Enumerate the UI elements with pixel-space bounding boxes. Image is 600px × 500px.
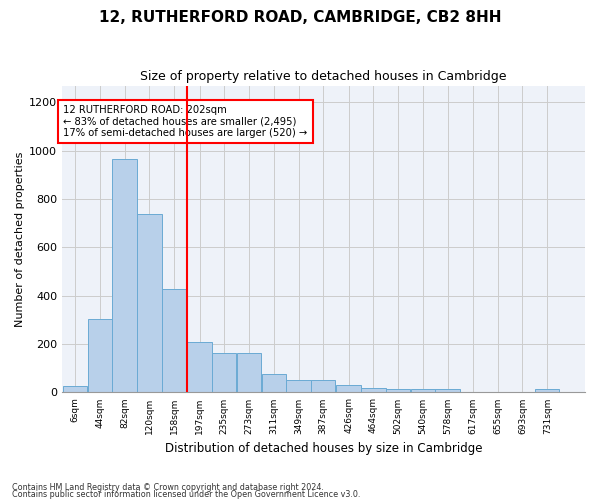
Text: 12 RUTHERFORD ROAD: 202sqm
← 83% of detached houses are smaller (2,495)
17% of s: 12 RUTHERFORD ROAD: 202sqm ← 83% of deta… [64, 105, 308, 138]
Bar [361, 388, 386, 392]
Bar [137, 214, 161, 392]
Bar [311, 380, 335, 392]
X-axis label: Distribution of detached houses by size in Cambridge: Distribution of detached houses by size … [165, 442, 482, 455]
Bar [436, 389, 460, 392]
Bar [88, 318, 112, 392]
Y-axis label: Number of detached properties: Number of detached properties [15, 152, 25, 326]
Text: Contains public sector information licensed under the Open Government Licence v3: Contains public sector information licen… [12, 490, 361, 499]
Bar [187, 342, 212, 392]
Bar [535, 389, 559, 392]
Bar [237, 352, 261, 393]
Bar [337, 385, 361, 392]
Text: 12, RUTHERFORD ROAD, CAMBRIDGE, CB2 8HH: 12, RUTHERFORD ROAD, CAMBRIDGE, CB2 8HH [99, 10, 501, 25]
Bar [63, 386, 88, 392]
Bar [286, 380, 311, 392]
Bar [262, 374, 286, 392]
Title: Size of property relative to detached houses in Cambridge: Size of property relative to detached ho… [140, 70, 507, 83]
Bar [386, 389, 410, 392]
Text: Contains HM Land Registry data © Crown copyright and database right 2024.: Contains HM Land Registry data © Crown c… [12, 484, 324, 492]
Bar [410, 389, 435, 392]
Bar [212, 352, 236, 393]
Bar [112, 160, 137, 392]
Bar [162, 288, 187, 393]
